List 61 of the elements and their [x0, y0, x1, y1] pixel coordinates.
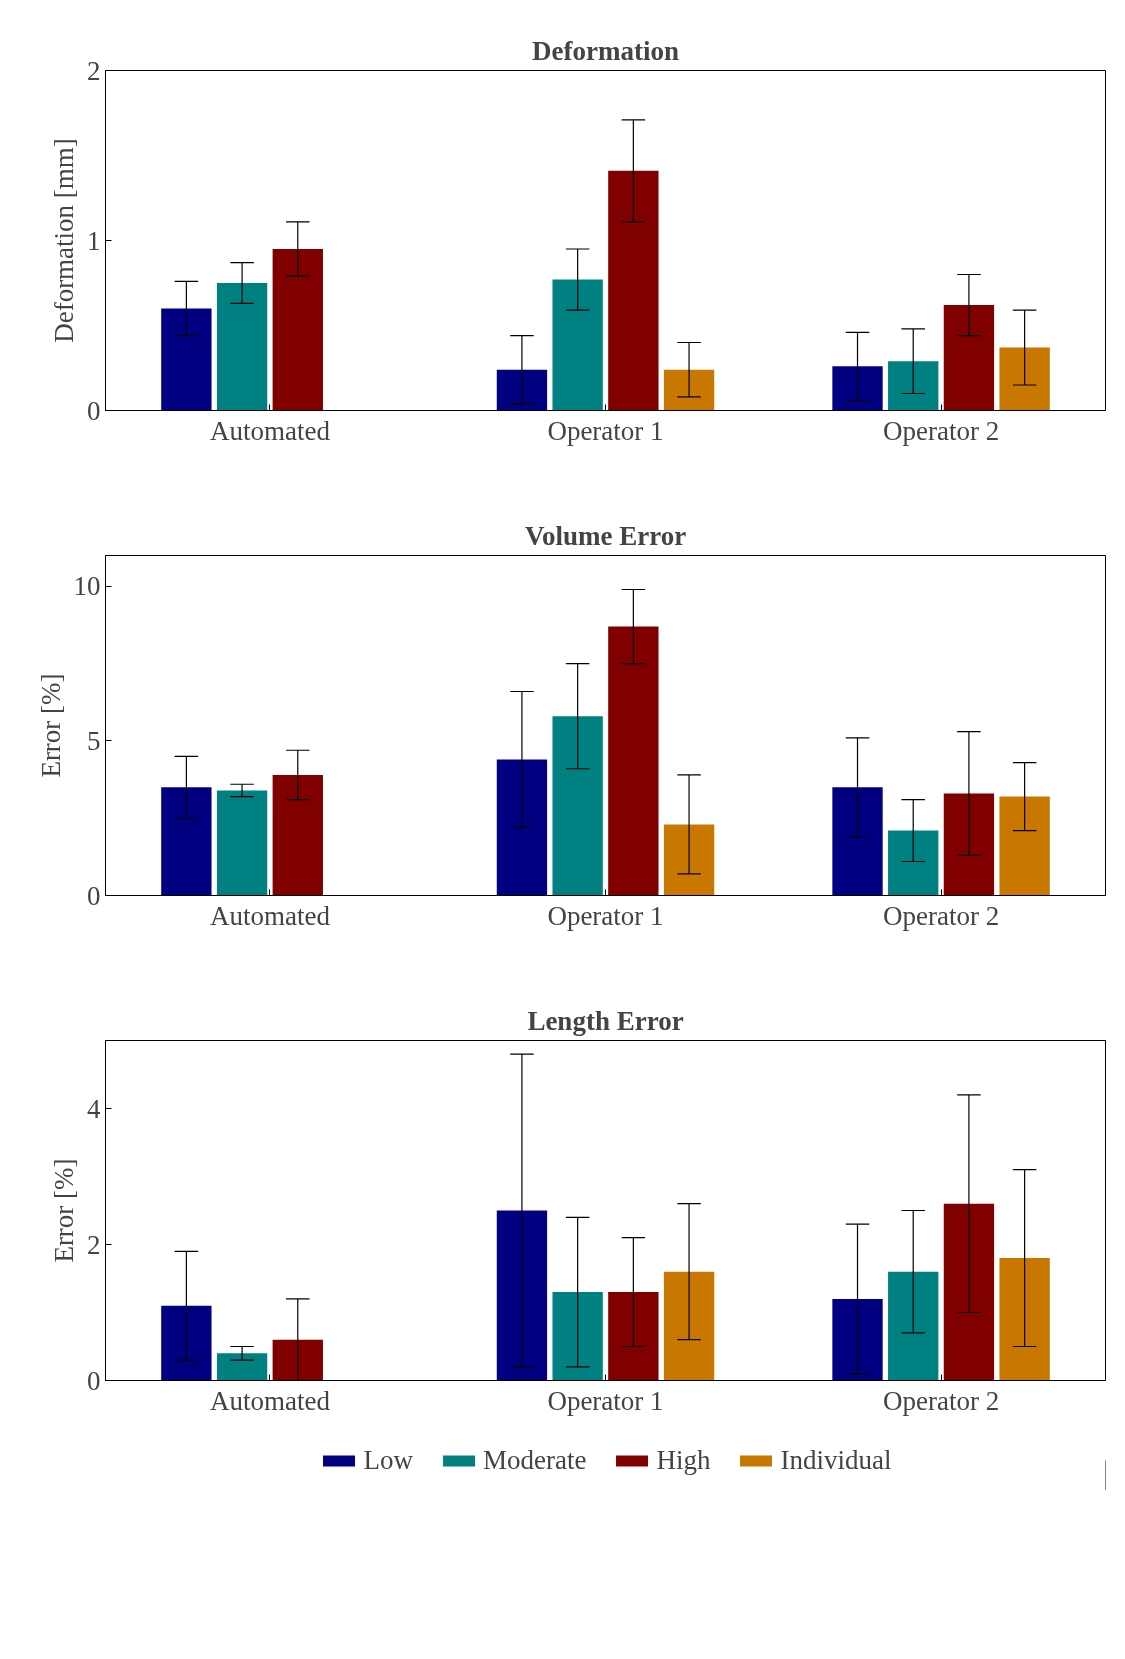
bar	[161, 308, 212, 411]
bar	[832, 787, 883, 896]
bar	[216, 283, 268, 411]
x-tick-label: Operator 1	[547, 415, 664, 446]
x-tick-label: Operator 1	[547, 1385, 664, 1416]
bar	[663, 369, 715, 411]
x-tick-label: Operator 2	[882, 900, 1000, 931]
y-tick-label: 2	[87, 1229, 101, 1260]
chart-title: Volume Error	[524, 520, 687, 551]
bar	[552, 1292, 603, 1381]
x-tick-label: Automated	[209, 415, 331, 446]
bar	[999, 347, 1050, 411]
y-tick-label: 0	[87, 880, 101, 911]
bar	[663, 1271, 715, 1381]
bar	[272, 249, 323, 411]
legend-label: Low	[363, 1444, 414, 1476]
bar	[943, 1203, 995, 1381]
bar	[272, 774, 323, 896]
x-tick-label: Automated	[209, 1385, 331, 1416]
bar	[888, 361, 939, 411]
bar	[496, 759, 548, 896]
bar	[608, 170, 659, 411]
bar	[272, 1339, 323, 1381]
y-tick-label: 0	[87, 1365, 101, 1396]
chart-title: Deformation	[532, 35, 679, 66]
y-tick-label: 10	[73, 571, 101, 602]
y-tick-label: 2	[87, 55, 101, 86]
chart-title: Length Error	[527, 1005, 684, 1036]
bar	[999, 796, 1050, 896]
bar	[888, 830, 939, 896]
x-tick-label: Operator 2	[882, 415, 1000, 446]
x-tick-label: Operator 2	[882, 1385, 1000, 1416]
y-tick-label: 5	[87, 725, 101, 756]
bar	[496, 1210, 548, 1381]
bar	[216, 790, 268, 896]
legend-label: Individual	[780, 1444, 892, 1476]
bar	[608, 1292, 659, 1381]
bar	[496, 369, 548, 411]
y-axis-title: Deformation [mm]	[49, 138, 79, 343]
bar	[999, 1258, 1050, 1381]
bar	[552, 279, 603, 411]
bar	[663, 824, 715, 896]
bar	[161, 787, 212, 896]
legend-label: Moderate	[483, 1444, 587, 1476]
bar	[832, 1298, 883, 1381]
y-tick-label: 4	[87, 1093, 101, 1124]
bar	[888, 1271, 939, 1381]
y-tick-label: 1	[87, 225, 101, 256]
y-axis-title: Error [%]	[49, 1158, 79, 1263]
bar	[161, 1305, 212, 1381]
x-tick-label: Automated	[209, 900, 331, 931]
legend-label: High	[656, 1444, 711, 1476]
bar	[552, 716, 603, 896]
bar	[216, 1353, 268, 1381]
y-tick-label: 0	[87, 395, 101, 426]
bar	[943, 305, 995, 411]
bar	[608, 626, 659, 896]
bar	[832, 366, 883, 411]
bar	[943, 793, 995, 896]
y-axis-title: Error [%]	[35, 673, 66, 778]
x-tick-label: Operator 1	[547, 900, 664, 931]
